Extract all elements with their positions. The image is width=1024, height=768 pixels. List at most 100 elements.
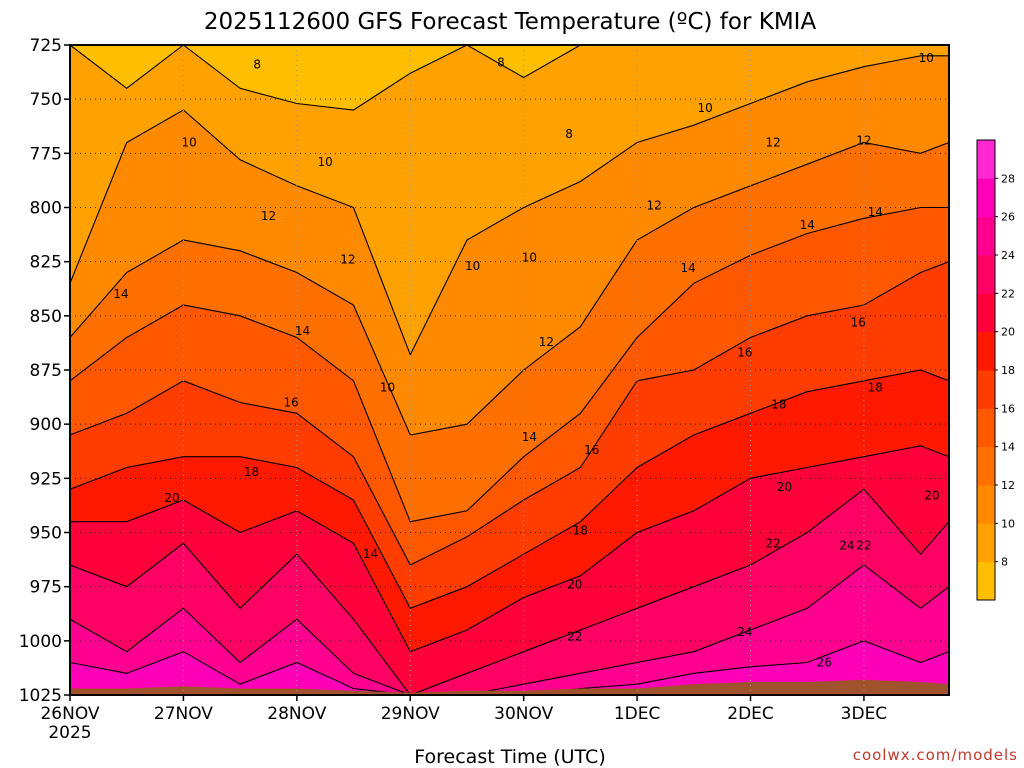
x-tick-label: 29NOV bbox=[381, 704, 440, 724]
y-tick-label: 875 bbox=[30, 361, 62, 381]
colorbar-swatch bbox=[977, 178, 995, 218]
contour-label: 10 bbox=[181, 136, 196, 150]
colorbar-swatch bbox=[977, 485, 995, 524]
x-tick-label: 27NOV bbox=[154, 704, 213, 724]
y-tick-label: 950 bbox=[30, 524, 62, 544]
credit-text: coolwx.com/models bbox=[853, 746, 1018, 764]
contour-label: 24 bbox=[737, 625, 752, 639]
x-tick-label: 30NOV bbox=[494, 704, 553, 724]
y-tick-label: 850 bbox=[30, 307, 62, 327]
isotherm-24 bbox=[70, 564, 949, 695]
y-tick-label: 750 bbox=[30, 90, 62, 110]
contour-label: 12 bbox=[646, 198, 661, 212]
colorbar-swatch bbox=[977, 408, 995, 448]
colorbar-label: 8 bbox=[1001, 556, 1008, 569]
colorbar: 8 10 12 14 16 18 20 22 24 26 28 bbox=[976, 139, 1015, 601]
grid-lines bbox=[70, 45, 949, 695]
contour-label: 14 bbox=[522, 430, 537, 444]
y-tick-label: 1000 bbox=[19, 632, 62, 652]
contour-label: 10 bbox=[919, 51, 934, 65]
contour-label: 18 bbox=[244, 465, 259, 479]
chart-title: 2025112600 GFS Forecast Temperature (ºC)… bbox=[204, 9, 817, 35]
contour-label: 16 bbox=[584, 443, 599, 457]
contour-label: 8 bbox=[565, 127, 573, 141]
x-tick-label: 3DEC bbox=[841, 704, 888, 724]
contour-label: 16 bbox=[737, 346, 752, 360]
contour-label: 16 bbox=[284, 396, 299, 410]
x-tick-label: 2DEC bbox=[727, 704, 774, 724]
band-above-26 bbox=[70, 640, 949, 695]
contour-label: 14 bbox=[800, 218, 815, 232]
contour-label: 12 bbox=[856, 133, 871, 147]
isotherm-20 bbox=[70, 445, 949, 653]
isotherm-26 bbox=[70, 640, 949, 695]
ground-surface bbox=[70, 679, 949, 695]
contour-label: 12 bbox=[766, 136, 781, 150]
contour-label: 10 bbox=[380, 380, 395, 394]
surface-layer bbox=[70, 679, 949, 695]
contour-label: 8 bbox=[497, 55, 505, 69]
band-above-24 bbox=[70, 565, 949, 695]
y-tick-label: 1025 bbox=[19, 686, 62, 706]
colorbar-swatch bbox=[977, 446, 995, 486]
y-tick-label: 825 bbox=[30, 253, 62, 273]
isotherm-22 bbox=[70, 488, 949, 695]
colorbar-swatch bbox=[977, 255, 995, 294]
contour-label: 20 bbox=[777, 480, 792, 494]
y-tick-label: 800 bbox=[30, 199, 62, 219]
contour-label: 18 bbox=[771, 398, 786, 412]
colorbar-label: 22 bbox=[1001, 287, 1015, 300]
plot-area: 8 8 8 10 10 10 10 10 10 10 12 12 12 12 12 12 14 14 14 14 14 1… bbox=[70, 45, 949, 695]
colorbar-label: 10 bbox=[1001, 517, 1015, 530]
contour-label: 22 bbox=[567, 630, 582, 644]
isotherm-14 bbox=[70, 206, 949, 523]
contour-label: 10 bbox=[522, 250, 537, 264]
y-tick-label: 775 bbox=[30, 144, 62, 164]
colorbar-swatch bbox=[977, 216, 995, 256]
y-tick-label: 975 bbox=[30, 578, 62, 598]
colorbar-label: 26 bbox=[1001, 211, 1015, 224]
y-axis: 725 750 775 800 825 850 875 900 925 950 975 1000 102… bbox=[19, 36, 70, 706]
contour-label: 14 bbox=[295, 324, 310, 338]
contour-label: 8 bbox=[253, 58, 261, 72]
contour-label: 14 bbox=[363, 547, 378, 561]
contour-label: 20 bbox=[924, 489, 939, 503]
x-axis: 26NOV 27NOV 28NOV 29NOV 30NOV 1DEC 2DEC 3DEC bbox=[40, 695, 887, 724]
y-tick-label: 900 bbox=[30, 415, 62, 435]
colorbar-swatch bbox=[977, 331, 995, 371]
isotherm-10 bbox=[70, 55, 949, 357]
contour-label: 10 bbox=[698, 101, 713, 115]
contour-label: 10 bbox=[465, 259, 480, 273]
colorbar-label: 12 bbox=[1001, 479, 1015, 492]
contour-label: 12 bbox=[340, 253, 355, 267]
contour-label: 18 bbox=[573, 523, 588, 537]
colorbar-swatch bbox=[977, 140, 995, 179]
contour-label: 20 bbox=[164, 491, 179, 505]
contour-label: 20 bbox=[567, 578, 582, 592]
contour-label: 14 bbox=[680, 261, 695, 275]
x-tick-label: 1DEC bbox=[614, 704, 661, 724]
colorbar-label: 20 bbox=[1001, 326, 1015, 339]
contour-label: 16 bbox=[851, 315, 866, 329]
contour-label: 12 bbox=[261, 209, 276, 223]
colorbar-label: 16 bbox=[1001, 402, 1015, 415]
y-tick-label: 725 bbox=[30, 36, 62, 56]
colorbar-label: 28 bbox=[1001, 172, 1015, 185]
colorbar-label: 18 bbox=[1001, 364, 1015, 377]
contour-label: 18 bbox=[868, 380, 883, 394]
contour-label: 26 bbox=[817, 656, 832, 670]
colorbar-swatch bbox=[977, 561, 995, 601]
contour-label: 12 bbox=[539, 335, 554, 349]
contour-label: 14 bbox=[868, 205, 883, 219]
contour-label: 22 bbox=[856, 539, 871, 553]
contour-label: 14 bbox=[113, 287, 128, 301]
x-tick-label: 26NOV bbox=[40, 704, 99, 724]
isotherm-8 bbox=[70, 45, 638, 111]
x-year-label: 2025 bbox=[48, 723, 91, 743]
colorbar-swatch bbox=[977, 293, 995, 333]
colorbar-label: 24 bbox=[1001, 249, 1015, 262]
colorbar-swatch bbox=[977, 523, 995, 563]
colorbar-swatch bbox=[977, 370, 995, 409]
x-axis-title: Forecast Time (UTC) bbox=[414, 746, 605, 768]
